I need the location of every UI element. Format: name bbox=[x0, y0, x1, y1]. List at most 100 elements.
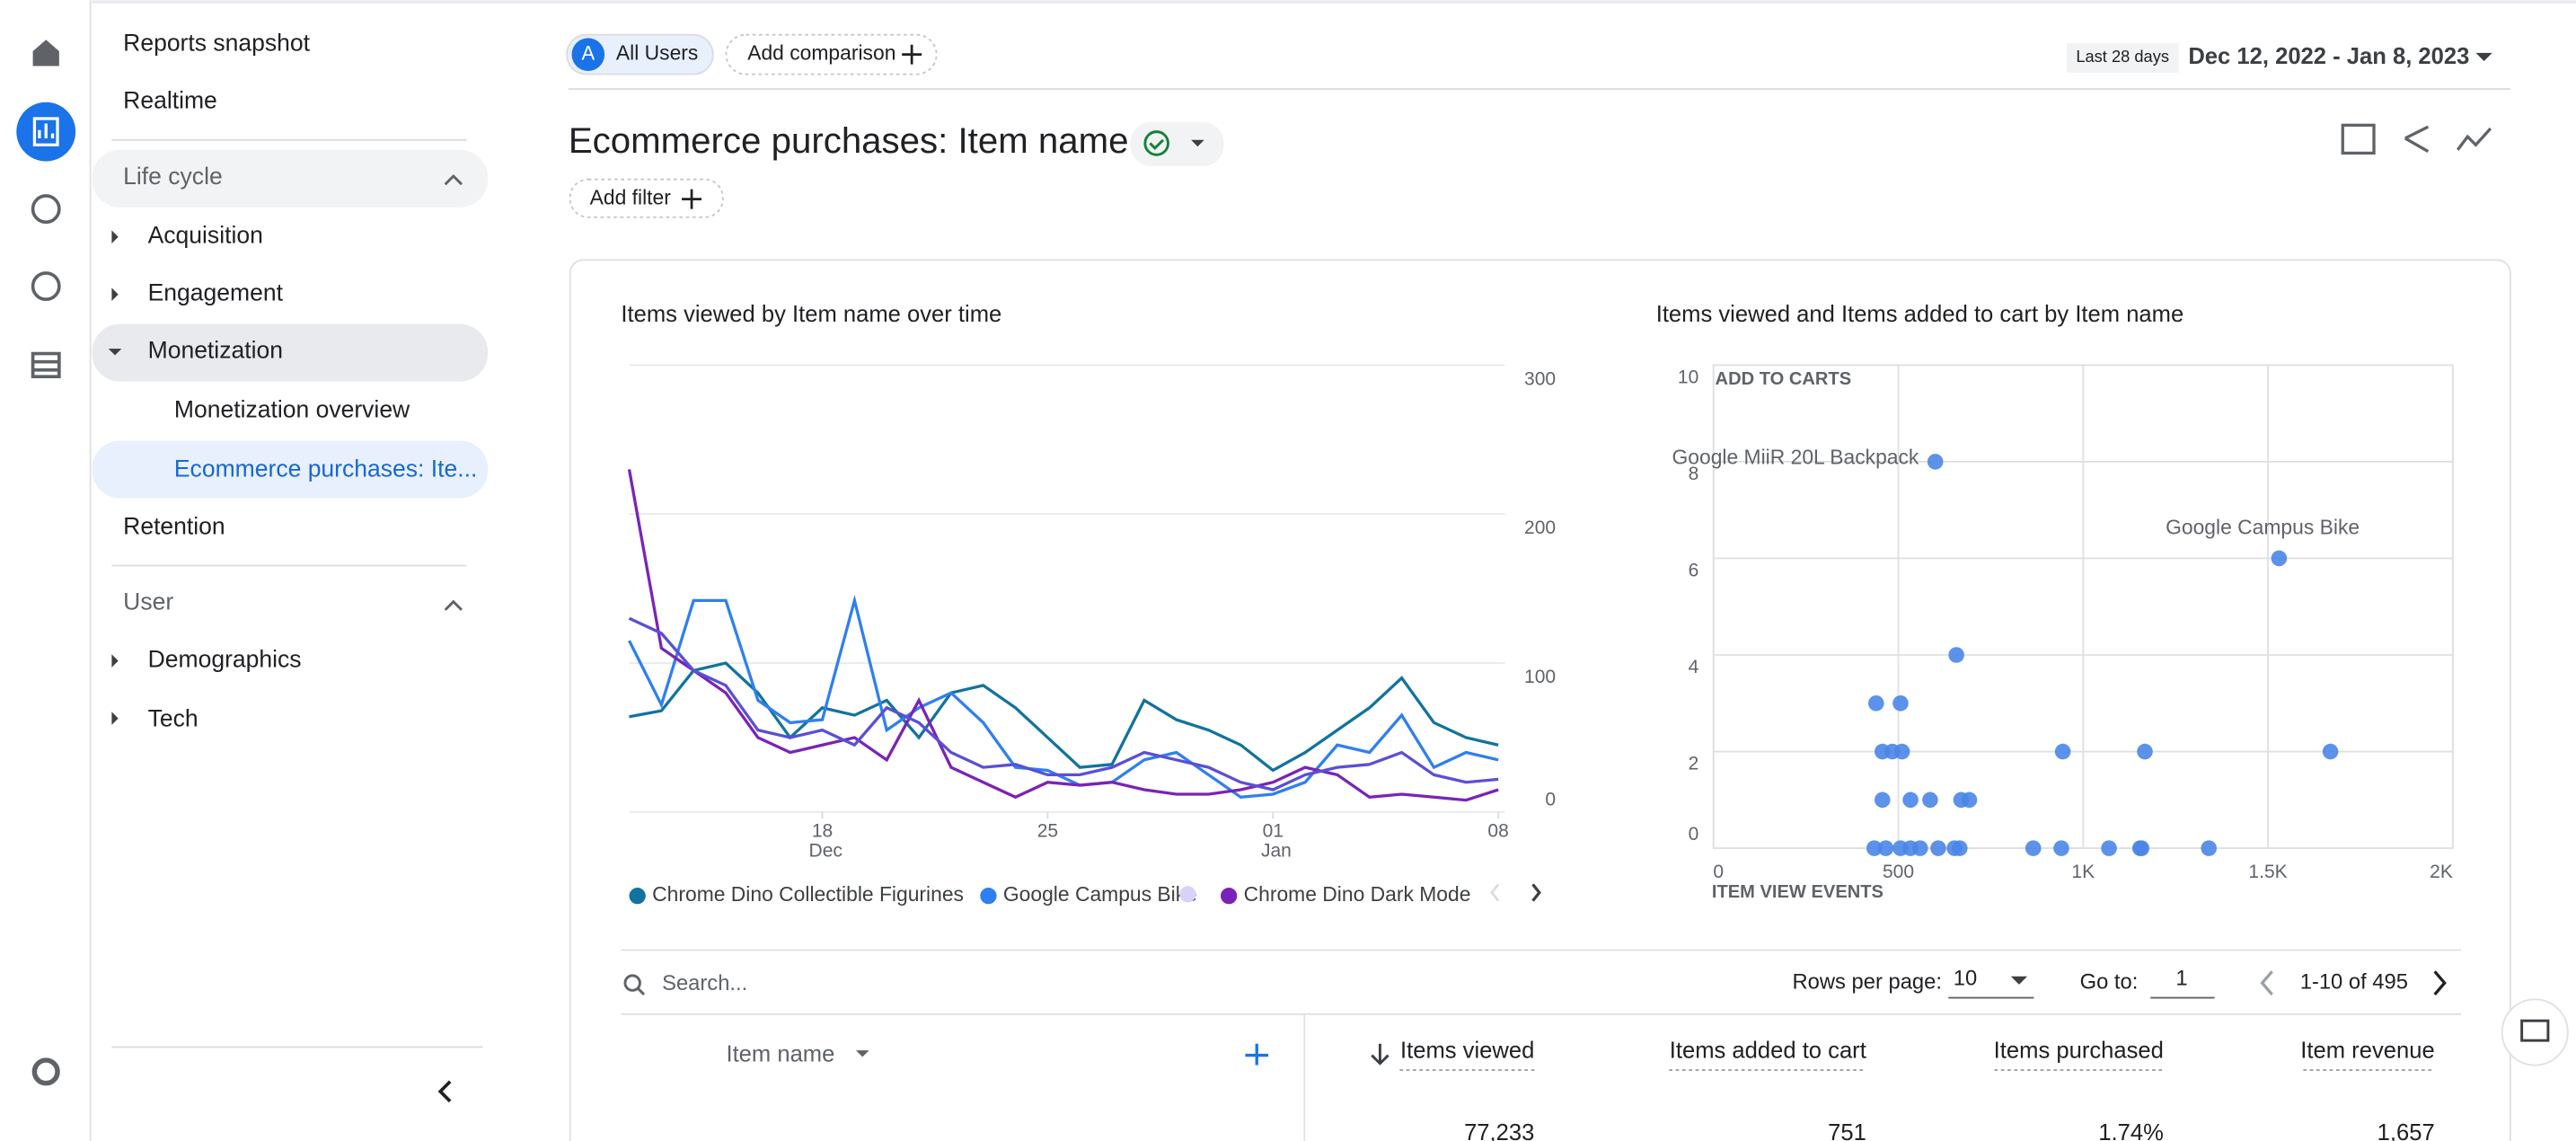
goto-input[interactable]: 1 bbox=[2175, 967, 2187, 991]
point-annotation: Google Campus Bike bbox=[2166, 516, 2360, 539]
segment-name: All Users bbox=[616, 41, 698, 65]
column-header[interactable]: Items purchased bbox=[1994, 1039, 2164, 1064]
nav-item[interactable]: Retention bbox=[123, 512, 225, 539]
y-tick-label: 10 bbox=[1678, 367, 1698, 388]
nav-item[interactable]: Reports snapshot bbox=[123, 30, 310, 57]
point[interactable] bbox=[1952, 840, 1968, 856]
legend-label: Chrome Dino Collectible Figurines bbox=[652, 882, 964, 906]
y-tick-label: 6 bbox=[1689, 561, 1699, 581]
y-tick-label: 100 bbox=[1524, 667, 1556, 687]
point[interactable] bbox=[2053, 840, 2069, 856]
point[interactable] bbox=[1912, 840, 1928, 856]
chart-title: Items viewed and Items added to cart by … bbox=[1656, 302, 2184, 327]
column-header[interactable]: Item name bbox=[726, 1041, 834, 1066]
point[interactable] bbox=[1892, 695, 1909, 712]
point[interactable] bbox=[1948, 647, 1964, 663]
x-tick-label: 1.5K bbox=[2248, 862, 2287, 882]
nav-item[interactable]: Demographics bbox=[148, 646, 302, 673]
collapse-button[interactable] bbox=[440, 1082, 450, 1101]
feedback-button[interactable] bbox=[2502, 999, 2568, 1065]
nav-subitem[interactable]: Ecommerce purchases: Ite... bbox=[174, 455, 477, 482]
goto-label: Go to: bbox=[2080, 969, 2139, 994]
legend-label: Chrome Dino Dark Mode bbox=[1244, 882, 1471, 906]
point[interactable] bbox=[2134, 840, 2150, 856]
x-tick-label: 08 bbox=[1487, 820, 1508, 841]
caret bbox=[111, 712, 118, 725]
y-tick-label: 4 bbox=[1689, 657, 1699, 677]
caret bbox=[111, 287, 118, 301]
point[interactable] bbox=[2272, 551, 2288, 567]
x-tick-label: 0 bbox=[1713, 862, 1724, 882]
add-comparison-label: Add comparison bbox=[747, 41, 895, 65]
date-range[interactable]: Dec 12, 2022 - Jan 8, 2023 bbox=[2188, 44, 2469, 69]
nav-item[interactable]: Monetization bbox=[148, 337, 283, 364]
add-filter-label: Add filter bbox=[590, 186, 672, 209]
point[interactable] bbox=[2101, 840, 2117, 856]
nav-section[interactable]: Life cycle bbox=[123, 163, 223, 190]
chart-title: Items viewed by Item name over time bbox=[621, 302, 1001, 327]
legend-marker bbox=[630, 888, 646, 904]
nav-item[interactable]: Acquisition bbox=[148, 222, 263, 249]
x-tick-label: 2K bbox=[2430, 862, 2453, 882]
insights-icon[interactable] bbox=[2457, 128, 2491, 150]
rows-select[interactable]: 10 bbox=[1954, 967, 1977, 991]
legend-marker bbox=[1179, 886, 1195, 902]
point[interactable] bbox=[1875, 792, 1891, 809]
card bbox=[570, 260, 2510, 1141]
page-title: Ecommerce purchases: Item name bbox=[569, 120, 1129, 161]
point[interactable] bbox=[1894, 744, 1910, 760]
chevron bbox=[446, 602, 462, 610]
point[interactable] bbox=[1868, 695, 1884, 712]
point[interactable] bbox=[1902, 792, 1919, 809]
point-annotation: Google MiiR 20L Backpack bbox=[1672, 445, 1919, 468]
point[interactable] bbox=[2201, 840, 2217, 856]
dropdown[interactable] bbox=[2475, 53, 2492, 61]
y-tick-label: 0 bbox=[1545, 790, 1556, 810]
x-tick-label: 1K bbox=[2071, 862, 2095, 882]
point[interactable] bbox=[1878, 840, 1894, 856]
x-tick-label: 01 bbox=[1263, 820, 1284, 841]
search-input[interactable]: Search... bbox=[662, 971, 747, 995]
share-icon[interactable] bbox=[2405, 127, 2429, 151]
point[interactable] bbox=[1922, 792, 1938, 809]
column-header[interactable]: Items viewed bbox=[1400, 1039, 1534, 1064]
point[interactable] bbox=[1962, 792, 1978, 809]
x-tick-label: 500 bbox=[1883, 862, 1914, 882]
point[interactable] bbox=[2025, 840, 2042, 856]
x-tick-label: 25 bbox=[1037, 820, 1058, 841]
x-tick-label: 18 bbox=[812, 820, 833, 841]
y-tick-label: 2 bbox=[1689, 754, 1699, 774]
cell: 751 bbox=[1828, 1120, 1866, 1141]
nav-subitem[interactable]: Monetization overview bbox=[174, 396, 410, 423]
cell: 1.74% bbox=[2098, 1120, 2164, 1141]
rows-label: Rows per page: bbox=[1793, 969, 1942, 994]
column-header[interactable]: Item revenue bbox=[2300, 1039, 2434, 1064]
top-border bbox=[92, 0, 2576, 4]
point[interactable] bbox=[1928, 454, 1944, 470]
date-label: Last 28 days bbox=[2076, 47, 2169, 66]
nav-section[interactable]: User bbox=[123, 588, 173, 615]
cell: 77,233 bbox=[1464, 1120, 1534, 1141]
nav-item[interactable]: Tech bbox=[148, 704, 198, 731]
y-tick-label: 200 bbox=[1524, 517, 1556, 538]
x-tick-sublabel: Dec bbox=[809, 840, 842, 861]
segment-initial: A bbox=[581, 41, 595, 64]
point[interactable] bbox=[2137, 744, 2153, 760]
column-header[interactable]: Items added to cart bbox=[1670, 1039, 1866, 1064]
y-tick-label: 0 bbox=[1689, 824, 1699, 845]
point[interactable] bbox=[1930, 840, 1946, 856]
customize-icon[interactable] bbox=[2342, 125, 2374, 153]
legend-label: Google Campus Bike bbox=[1003, 882, 1197, 906]
legend-marker bbox=[1221, 888, 1237, 904]
caret bbox=[111, 654, 118, 668]
x-tick-sublabel: Jan bbox=[1261, 840, 1292, 861]
rail bbox=[0, 0, 91, 1140]
cell: 1,657 bbox=[2378, 1120, 2435, 1141]
nav-item[interactable]: Realtime bbox=[123, 87, 217, 114]
point[interactable] bbox=[2323, 744, 2339, 760]
point[interactable] bbox=[2055, 744, 2071, 760]
x-axis-label: ITEM VIEW EVENTS bbox=[1712, 882, 1883, 902]
nav-item[interactable]: Engagement bbox=[148, 279, 284, 306]
